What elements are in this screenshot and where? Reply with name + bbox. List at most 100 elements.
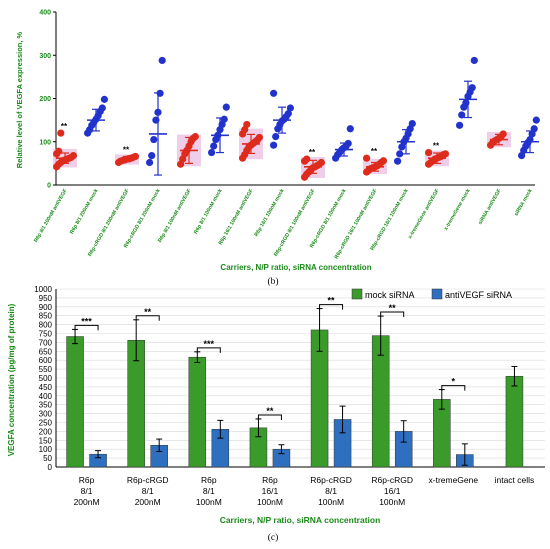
- panel-b-x-tick-label: R6p 8/1 100nM mock: [193, 188, 224, 235]
- panel-b-group: **: [301, 148, 325, 181]
- panel-b-group: [239, 120, 263, 162]
- panel-b-y-tick-label: 400: [39, 10, 51, 17]
- panel-c-y-tick-label: 100: [39, 445, 53, 454]
- panel-b-data-point: [363, 154, 371, 162]
- panel-b-data-point: [441, 150, 449, 158]
- panel-c-y-tick-label: 150: [39, 436, 53, 445]
- panel-c-x-tick-label: 100nM: [196, 497, 222, 507]
- panel-b-data-point: [208, 148, 216, 157]
- panel-b-data-point: [148, 151, 156, 160]
- panel-b-y-label: Relative level of VEGFA expression, %: [15, 31, 24, 168]
- panel-c-x-tick-label: 8/1: [142, 486, 154, 496]
- panel-c-x-tick-label: R6p: [79, 475, 95, 485]
- panel-c-x-tick-label: 8/1: [203, 486, 215, 496]
- panel-b-data-point: [470, 56, 478, 65]
- panel-b-x-tick-label: R6p 8/1 200nM mock: [69, 188, 100, 235]
- panel-b-data-point: [284, 110, 292, 118]
- panel-c-category-group: ***: [66, 316, 107, 468]
- panel-c-y-tick-label: 250: [39, 419, 53, 428]
- panel-b-y-tick-label: 100: [39, 139, 51, 146]
- panel-b-data-point: [272, 132, 280, 141]
- panel-b-data-point: [270, 89, 278, 97]
- panel-b-data-point: [532, 116, 540, 124]
- panel-c-significance-bracket: [135, 315, 160, 321]
- panel-b-significance-label: **: [309, 148, 316, 157]
- panel-b-label: (b): [267, 276, 278, 287]
- panel-b-significance-label: **: [61, 122, 68, 131]
- panel-c-y-tick-label: 300: [39, 410, 53, 419]
- panel-c-legend-label: mock siRNA: [365, 290, 415, 300]
- panel-c-y-tick-label: 400: [39, 392, 53, 401]
- panel-b-data-point: [317, 158, 325, 167]
- panel-c-y-tick-label: 650: [39, 347, 53, 356]
- panel-b-y-tick-label: 200: [39, 96, 51, 103]
- panel-b-data-point: [255, 133, 263, 142]
- panel-c-x-tick-label: 16/1: [384, 486, 401, 496]
- panel-c-category-group: **: [249, 406, 291, 468]
- panel-b-group: [84, 95, 108, 137]
- panel-b-groups: ** ** ** ** **: [53, 56, 540, 181]
- panel-b-data-point: [303, 155, 311, 163]
- panel-b-group: **: [363, 147, 387, 176]
- panel-b-x-tick-labels: R6p 8/1 200nM antiVEGF R6p 8/1 200nM mock…: [33, 188, 534, 260]
- panel-c-significance-bracket: [74, 324, 99, 331]
- panel-b-data-point: [210, 142, 218, 150]
- panel-b-data-point: [379, 157, 387, 165]
- panel-b-data-point: [394, 157, 402, 165]
- panel-c-bar-mock: [66, 336, 84, 468]
- panel-c-significance-bracket: [257, 414, 282, 420]
- panel-b-x-tick-label: siRNA mock: [513, 188, 533, 217]
- panel-b-scatter: 0 100 200 300 400 ** ** ** ** ** R6p 8/1 200nM a…: [15, 10, 540, 287]
- panel-b-data-point: [150, 135, 158, 144]
- panel-c-significance-bracket: [196, 347, 221, 353]
- panel-c-x-label: Carriers, N/P ratio, siRNA concentration: [220, 515, 381, 525]
- panel-b-group: [518, 116, 540, 160]
- panel-b-data-point: [98, 104, 106, 112]
- panel-c-y-tick-label: 950: [39, 294, 53, 303]
- panel-c-category-group: [505, 365, 524, 468]
- panel-c-legend-swatch: [431, 288, 443, 300]
- panel-b-x-tick-label: R6p 16/1 100nM mock: [254, 188, 286, 238]
- panel-b-data-point: [468, 84, 476, 92]
- panel-c-y-tick-label: 450: [39, 383, 53, 392]
- panel-c-x-tick-label: R6p: [262, 475, 278, 485]
- panel-c-label: (c): [268, 532, 279, 543]
- panel-c-category-group: ***: [188, 339, 230, 468]
- panel-c-y-tick-label: 700: [39, 338, 53, 347]
- panel-c-category-group: **: [127, 307, 168, 468]
- panel-c-y-tick-label: 350: [39, 401, 53, 410]
- panel-b-significance-label: **: [433, 142, 440, 151]
- panel-b-data-point: [425, 148, 433, 157]
- panel-c-category-group: *: [433, 377, 474, 468]
- panel-b-group: **: [425, 142, 449, 168]
- panel-c-legend-label: antiVEGF siRNA: [445, 290, 512, 300]
- panel-c-y-tick-label: 50: [43, 454, 52, 463]
- panel-b-data-point: [286, 104, 294, 112]
- panel-b-group: [487, 130, 511, 149]
- panel-c-x-tick-label: 100nM: [379, 497, 405, 507]
- panel-b-x-tick-label: R6p-cRGD 8/1 100nM mock: [309, 188, 348, 249]
- panel-c-legend-swatch: [351, 288, 363, 300]
- panel-c-y-tick-label: 800: [39, 321, 53, 330]
- panel-c-y-tick-label: 900: [39, 303, 53, 312]
- panel-b-y-ticks: 0 100 200 300 400: [39, 10, 56, 190]
- panel-b-significance-label: **: [371, 147, 378, 156]
- panel-c-y-label: VEGFA concentration (pg/mg of protein): [7, 303, 16, 456]
- panel-b-group: [394, 119, 416, 165]
- panel-c-x-tick-label: 8/1: [325, 486, 337, 496]
- panel-b-data-point: [220, 115, 228, 123]
- panel-b-group: [332, 125, 354, 162]
- panel-b-x-tick-label: R6p 8/1 200nM antiVEGF: [33, 188, 69, 244]
- panel-c-x-tick-label: 100nM: [257, 497, 283, 507]
- panel-b-x-tick-label: R6p 8/1 100nM antiVEGF: [157, 188, 193, 244]
- panel-c-x-tick-label: R6p: [201, 475, 217, 485]
- panel-b-x-tick-label: R6p 16/1 100nM antiVEGF: [218, 188, 255, 246]
- panel-b-data-point: [57, 129, 65, 137]
- panel-b-data-point: [344, 139, 352, 148]
- panel-c-x-tick-label: R6p-cRGD: [310, 475, 352, 485]
- panel-c-y-tick-label: 600: [39, 356, 53, 365]
- panel-c-x-tick-label: 16/1: [262, 486, 279, 496]
- panel-b-data-point: [100, 95, 108, 103]
- panel-b-group: **: [53, 122, 77, 171]
